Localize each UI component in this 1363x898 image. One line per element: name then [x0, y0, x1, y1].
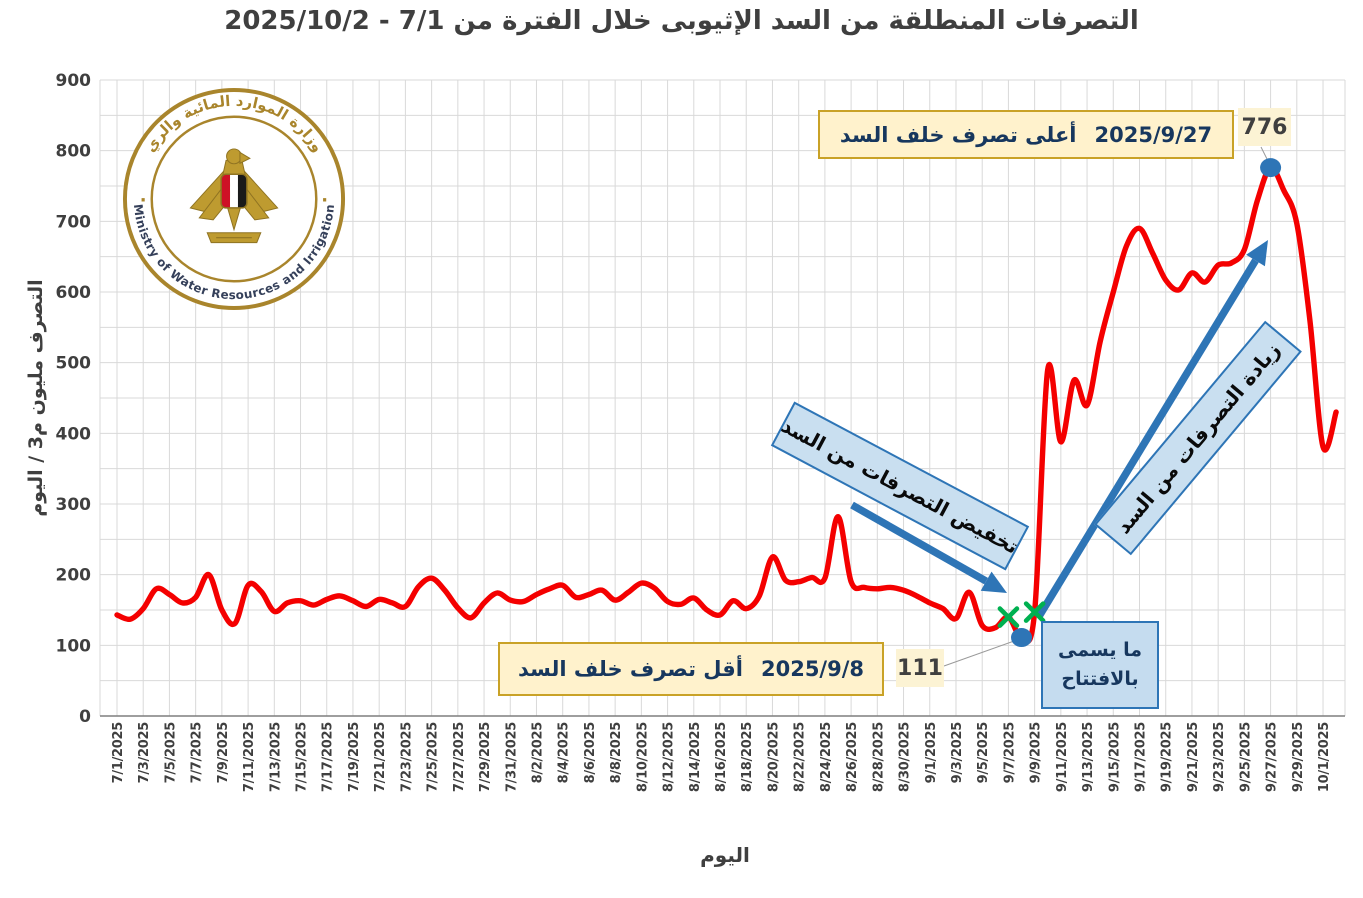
x-tick-label: 8/14/2025: [688, 722, 703, 792]
y-tick-label: 400: [56, 424, 92, 444]
x-tick-label: 9/11/2025: [1055, 722, 1070, 792]
eagle-emblem: [189, 148, 279, 244]
y-tick-label: 600: [56, 283, 92, 303]
x-tick-label: 8/20/2025: [766, 722, 781, 792]
x-tick-label: 8/18/2025: [740, 722, 755, 792]
max-discharge-annotation: 2025/9/27 أعلى تصرف خلف السد: [818, 110, 1234, 159]
x-tick-label: 7/9/2025: [216, 722, 231, 784]
blue-dot-marker: [1011, 628, 1033, 648]
x-tick-label: 9/5/2025: [976, 722, 991, 784]
x-tick-label: 9/21/2025: [1186, 722, 1201, 792]
logo-inner-ring: [150, 115, 318, 283]
x-tick-label: 9/23/2025: [1212, 722, 1227, 792]
x-tick-label: 9/15/2025: [1107, 722, 1122, 792]
max-label: أعلى تصرف خلف السد: [839, 122, 1077, 147]
x-tick-label: 7/1/2025: [111, 722, 126, 784]
green-x-marker: [1023, 601, 1046, 623]
x-tick-label: 8/4/2025: [557, 722, 572, 784]
blue-dot-marker: [1260, 158, 1282, 178]
x-tick-label: 8/10/2025: [635, 722, 650, 792]
min-value-chip: 111: [896, 649, 944, 687]
x-tick-label: 9/9/2025: [1029, 722, 1044, 784]
x-tick-label: 9/17/2025: [1134, 722, 1149, 792]
opening-callout: ما يسمى بالافتتاح: [1041, 621, 1159, 709]
x-tick-label: 7/15/2025: [295, 722, 310, 792]
increase-arrow-shaft: [1034, 258, 1259, 620]
x-tick-label: 9/19/2025: [1160, 722, 1175, 792]
decrease-arrow-head: [980, 571, 1007, 593]
min-date: 2025/9/8: [760, 657, 864, 681]
x-tick-label: 9/1/2025: [924, 722, 939, 784]
y-tick-label: 500: [56, 354, 92, 374]
x-tick-label: 7/3/2025: [137, 722, 152, 784]
x-tick-label: 9/13/2025: [1081, 722, 1096, 792]
x-tick-label: 7/13/2025: [268, 722, 283, 792]
green-x-marker: [997, 606, 1020, 628]
x-tick-label: 8/16/2025: [714, 722, 729, 792]
x-tick-label: 7/23/2025: [399, 722, 414, 792]
y-tick-label: 800: [56, 142, 92, 162]
x-tick-label: 9/7/2025: [1002, 722, 1017, 784]
x-tick-label: 9/27/2025: [1265, 722, 1280, 792]
x-tick-label: 8/28/2025: [871, 722, 886, 792]
x-tick-label: 7/25/2025: [426, 722, 441, 792]
opening-line1: ما يسمى: [1058, 638, 1142, 661]
x-tick-label: 8/26/2025: [845, 722, 860, 792]
y-tick-label: 700: [56, 212, 92, 232]
x-tick-label: 8/6/2025: [583, 722, 598, 784]
flag-shield: [221, 174, 247, 208]
x-tick-label: 10/1/2025: [1317, 722, 1332, 792]
max-value-chip: 776: [1238, 108, 1291, 146]
logo-separator-dot-right: ·: [321, 190, 328, 211]
logo-separator-dot-left: ·: [140, 190, 147, 211]
y-axis-title: التصرف مليون م3 / اليوم: [25, 279, 47, 517]
x-tick-label: 8/12/2025: [662, 722, 677, 792]
max-date: 2025/9/27: [1094, 122, 1213, 147]
ministry-logo: وزارة الموارد المائية والري Ministry of …: [122, 87, 346, 311]
increase-arrow-head: [1246, 240, 1268, 267]
y-tick-label: 0: [79, 707, 91, 727]
x-tick-label: 7/21/2025: [373, 722, 388, 792]
y-tick-label: 300: [56, 495, 92, 515]
x-tick-label: 9/3/2025: [950, 722, 965, 784]
x-tick-label: 7/27/2025: [452, 722, 467, 792]
x-tick-label: 8/30/2025: [898, 722, 913, 792]
x-tick-label: 8/8/2025: [609, 722, 624, 784]
x-tick-label: 7/31/2025: [504, 722, 519, 792]
x-tick-label: 7/29/2025: [478, 722, 493, 792]
x-tick-label: 9/29/2025: [1291, 722, 1306, 792]
x-tick-label: 8/2/2025: [530, 722, 545, 784]
min-discharge-annotation: 2025/9/8 أقل تصرف خلف السد: [498, 642, 884, 696]
x-tick-label: 7/7/2025: [190, 722, 205, 784]
x-tick-label: 7/11/2025: [242, 722, 257, 792]
x-tick-label: 9/25/2025: [1238, 722, 1253, 792]
x-tick-label: 7/19/2025: [347, 722, 362, 792]
min-label: أقل تصرف خلف السد: [518, 657, 743, 681]
y-tick-label: 900: [56, 71, 92, 91]
x-tick-label: 8/24/2025: [819, 722, 834, 792]
y-tick-label: 100: [56, 636, 92, 656]
max-leader-line: [1260, 146, 1269, 162]
x-tick-label: 7/5/2025: [163, 722, 178, 784]
x-tick-label: 8/22/2025: [793, 722, 808, 792]
min-leader-line: [943, 639, 1018, 667]
discharge-line: [114, 164, 1339, 645]
x-tick-label: 7/17/2025: [321, 722, 336, 792]
y-tick-label: 200: [56, 566, 92, 586]
opening-line2: بالافتتاح: [1061, 668, 1139, 690]
chart-title: التصرفات المنطلقة من السد الإثيوبى خلال …: [224, 6, 1139, 36]
decrease-arrow-shaft: [850, 501, 988, 585]
x-axis-title: اليوم: [700, 843, 750, 867]
